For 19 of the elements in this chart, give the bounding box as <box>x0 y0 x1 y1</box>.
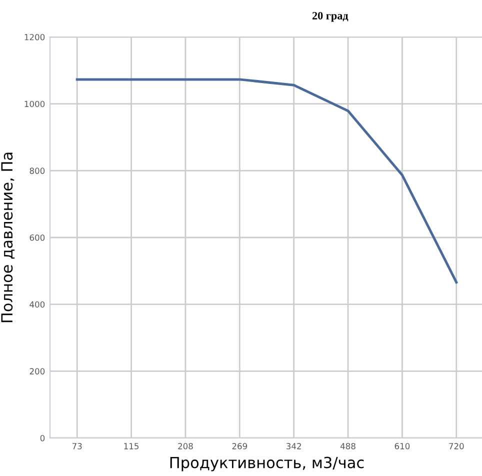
y-tick-label: 200 <box>30 368 45 374</box>
x-tick-label: 610 <box>394 443 410 450</box>
y-tick-label: 1200 <box>24 34 45 40</box>
y-tick-label: 600 <box>30 234 45 241</box>
x-tick-label: 208 <box>178 443 193 450</box>
y-axis-title: Полное давление, Па <box>1 152 15 322</box>
y-tick-label: 0 <box>40 434 45 442</box>
x-tick-label: 720 <box>449 443 464 450</box>
y-tick-label: 1000 <box>24 100 45 108</box>
x-tick-label: 488 <box>340 443 356 450</box>
line-series <box>76 78 458 284</box>
x-tick-label: 269 <box>232 443 248 450</box>
x-tick-label: 115 <box>124 443 138 450</box>
x-tick-label: 73 <box>72 443 82 450</box>
y-tick-label: 800 <box>30 168 45 174</box>
chart-title: 20 град <box>312 12 348 22</box>
y-tick-label: 400 <box>30 301 45 308</box>
x-tick-label: 342 <box>286 443 301 450</box>
x-axis-title: Продуктивность, м3/час <box>170 456 364 472</box>
